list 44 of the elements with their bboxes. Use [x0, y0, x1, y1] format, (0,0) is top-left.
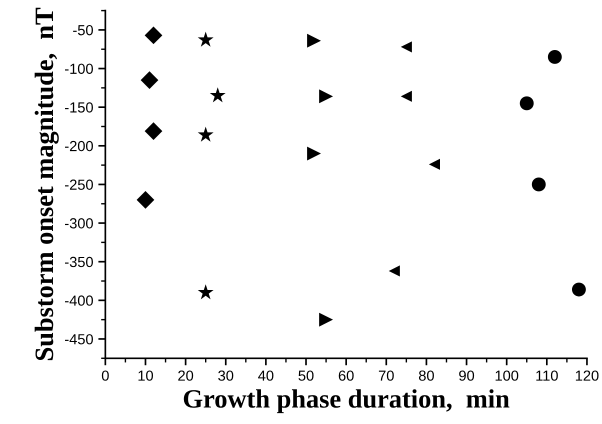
point [198, 126, 214, 142]
y-tick-label: -200 [65, 140, 93, 152]
y-tick-label: -400 [65, 295, 93, 306]
point [400, 41, 412, 52]
x-tick-label: 0 [102, 370, 109, 381]
point [198, 32, 214, 47]
y-tick-label: -150 [65, 102, 93, 113]
y-tick-label: -350 [65, 256, 93, 268]
x-tick-label: 90 [459, 370, 474, 381]
point [307, 34, 321, 48]
point [307, 146, 321, 160]
y-tick-label: -50 [73, 25, 93, 36]
x-tick-label: 40 [258, 370, 274, 381]
point [400, 90, 412, 102]
point [198, 284, 214, 300]
point [136, 191, 154, 209]
y-tick-label: -450 [65, 334, 93, 344]
y-tick-label: -100 [65, 64, 93, 74]
x-tick-label: 60 [338, 370, 354, 381]
point [532, 177, 546, 192]
x-tick-label: 80 [418, 370, 434, 381]
y-axis-title: Substorm onset magnitude, nT [34, 8, 59, 360]
x-axis-title: Growth phase duration, min [184, 389, 510, 414]
point [210, 87, 226, 102]
point [428, 158, 440, 170]
point [319, 89, 334, 104]
y-tick-label: -250 [65, 180, 93, 190]
point [140, 71, 158, 89]
y-tick-label: -300 [65, 218, 93, 228]
point [548, 50, 562, 64]
point [144, 26, 162, 44]
point [388, 265, 400, 277]
point [144, 122, 162, 140]
x-tick-label: 30 [218, 370, 234, 381]
x-tick-label: 20 [178, 370, 194, 381]
x-tick-label: 70 [378, 370, 394, 381]
x-tick-label: 120 [576, 370, 599, 381]
point [572, 282, 586, 296]
x-tick-label: 110 [536, 370, 558, 381]
point [520, 96, 534, 110]
x-tick-label: 50 [298, 370, 314, 381]
point [319, 312, 334, 327]
x-tick-label: 10 [138, 370, 154, 381]
x-tick-label: 100 [496, 370, 518, 381]
